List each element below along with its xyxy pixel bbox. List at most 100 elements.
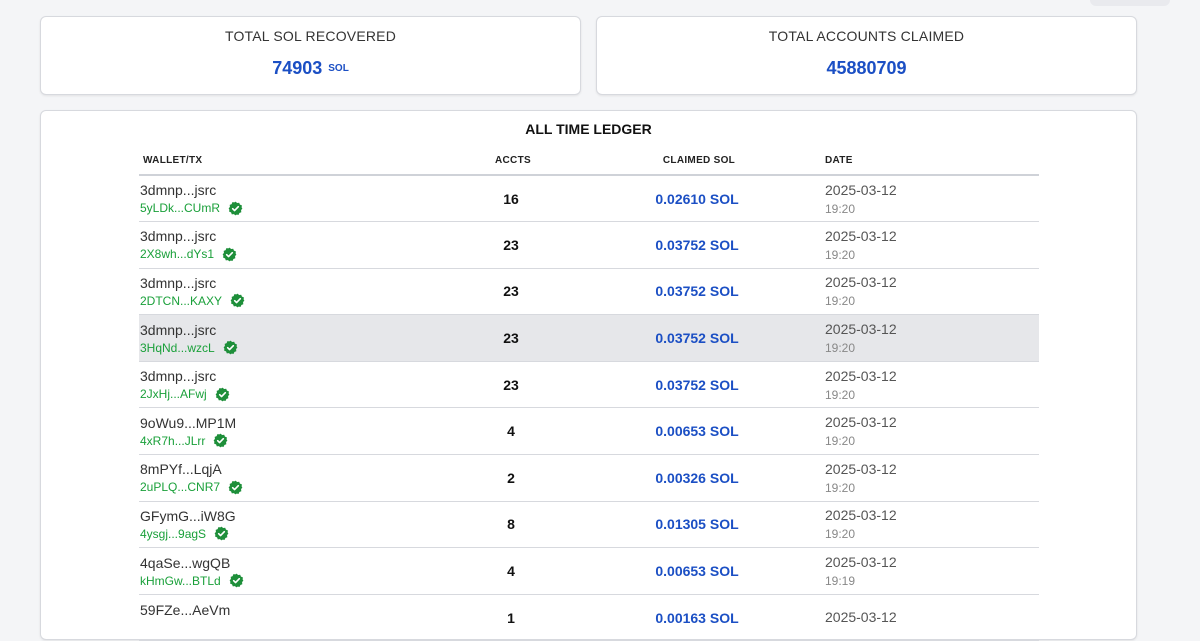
tx-line: 4ysgj...9agS (140, 526, 449, 542)
claim-time: 19:20 (825, 480, 856, 495)
stat-card-sol-recovered: TOTAL SOL RECOVERED 74903 SOL (40, 16, 581, 95)
wallet-address-link[interactable]: 3dmnp...jsrc (140, 182, 217, 199)
claim-date: 2025-03-12 (825, 507, 897, 524)
tx-line (140, 620, 449, 635)
table-row[interactable]: 3dmnp...jsrc 5yLDk...CUmR 16 0.02610 SOL… (139, 175, 1039, 223)
ledger-body: 3dmnp...jsrc 5yLDk...CUmR 16 0.02610 SOL… (139, 175, 1039, 641)
tx-line: 2X8wh...dYs1 (140, 246, 449, 262)
check-badge-icon (228, 201, 243, 215)
claimed-sol-value: 0.00653 SOL (573, 547, 821, 595)
claimed-sol-value: 0.01305 SOL (573, 501, 821, 549)
claimed-sol-value: 0.03752 SOL (573, 221, 821, 269)
tx-line: 2JxHj...AFwj (140, 386, 449, 402)
claim-date: 2025-03-12 (825, 181, 897, 198)
table-row[interactable]: 3dmnp...jsrc 2X8wh...dYs1 23 0.03752 SOL… (139, 221, 1039, 269)
tx-signature-link[interactable]: 2JxHj...AFwj (140, 387, 207, 402)
claim-date: 2025-03-12 (825, 554, 897, 571)
tx-signature-link[interactable]: kHmGw...BTLd (140, 573, 221, 588)
tx-signature-link[interactable]: 4ysgj...9agS (140, 526, 207, 541)
tx-line: 5yLDk...CUmR (140, 200, 449, 216)
tx-line: 2DTCN...KAXY (140, 293, 449, 309)
stat-value: 74903 (272, 58, 323, 78)
tx-line: 2uPLQ...CNR7 (140, 479, 449, 495)
ledger-table: WALLET/TX ACCTS CLAIMED SOL DATE 3dmnp..… (139, 155, 1039, 641)
tx-signature-link[interactable]: 4xR7h...JLrr (140, 433, 206, 448)
check-badge-icon (230, 294, 245, 308)
claimed-sol-value: 0.03752 SOL (573, 314, 821, 362)
claimed-sol-value: 0.03752 SOL (573, 361, 821, 409)
wallet-address-link[interactable]: 3dmnp...jsrc (140, 321, 217, 338)
table-row[interactable]: 3dmnp...jsrc 2DTCN...KAXY 23 0.03752 SOL… (139, 268, 1039, 316)
accts-count: 23 (449, 361, 573, 409)
stat-label: TOTAL ACCOUNTS CLAIMED (768, 28, 965, 44)
check-badge-icon (215, 387, 230, 402)
claim-time: 19:19 (825, 574, 856, 589)
tx-signature-link[interactable]: 2DTCN...KAXY (140, 293, 223, 308)
wallet-address-link[interactable]: 3dmnp...jsrc (140, 228, 217, 245)
claim-date: 2025-03-12 (825, 321, 897, 338)
ledger-card: ALL TIME LEDGER WALLET/TX ACCTS CLAIMED … (40, 110, 1137, 641)
accts-count: 23 (449, 268, 573, 316)
claim-date: 2025-03-12 (825, 608, 897, 625)
tx-signature-link[interactable]: 2X8wh...dYs1 (140, 247, 215, 262)
table-header-row: WALLET/TX ACCTS CLAIMED SOL DATE (139, 155, 1039, 176)
claim-time: 19:20 (825, 341, 856, 356)
table-row[interactable]: GFymG...iW8G 4ysgj...9agS 8 0.01305 SOL … (139, 501, 1039, 549)
accts-count: 23 (449, 221, 573, 269)
claim-date: 2025-03-12 (825, 367, 897, 384)
column-header-claimed: CLAIMED SOL (573, 155, 821, 176)
claimed-sol-value: 0.02610 SOL (573, 175, 821, 223)
claim-date: 2025-03-12 (825, 274, 897, 291)
claim-time: 19:20 (825, 201, 856, 216)
wallet-address-link[interactable]: 4qaSe...wgQB (140, 554, 231, 571)
claim-time: 19:20 (825, 434, 856, 449)
claimed-sol-value: 0.03752 SOL (573, 268, 821, 316)
tx-line: 3HqNd...wzcL (140, 340, 449, 356)
wallet-address-link[interactable]: 3dmnp...jsrc (140, 274, 217, 291)
table-row[interactable]: 59FZe...AeVm 1 0.00163 SOL 2025-03-12 (139, 594, 1039, 641)
check-badge-icon (229, 573, 244, 588)
column-header-wallet: WALLET/TX (139, 155, 449, 176)
wallet-address-link[interactable]: 3dmnp...jsrc (140, 368, 217, 385)
table-row[interactable]: 8mPYf...LqjA 2uPLQ...CNR7 2 0.00326 SOL … (139, 454, 1039, 502)
accts-count: 16 (449, 175, 573, 223)
claimed-sol-value: 0.00163 SOL (573, 594, 821, 641)
claim-date: 2025-03-12 (825, 227, 897, 244)
claim-time: 19:20 (825, 247, 856, 262)
claim-time: 19:20 (825, 294, 856, 309)
check-badge-icon (223, 340, 238, 355)
accts-count: 2 (449, 454, 573, 502)
claim-date: 2025-03-12 (825, 460, 897, 477)
column-header-accts: ACCTS (449, 155, 573, 176)
check-badge-icon (213, 433, 228, 448)
check-badge-icon (214, 527, 229, 541)
tx-signature-link[interactable]: 2uPLQ...CNR7 (140, 480, 221, 495)
tx-signature-link[interactable]: 3HqNd...wzcL (140, 340, 215, 355)
wallet-address-link[interactable]: 9oWu9...MP1M (140, 414, 237, 431)
claim-date: 2025-03-12 (825, 414, 897, 431)
wallet-address-link[interactable]: GFymG...iW8G (140, 507, 236, 524)
top-edge-tab (1090, 0, 1170, 6)
wallet-address-link[interactable]: 59FZe...AeVm (140, 601, 231, 618)
check-badge-icon (228, 480, 243, 495)
accts-count: 23 (449, 314, 573, 362)
claimed-sol-value: 0.00653 SOL (573, 407, 821, 456)
table-row[interactable]: 3dmnp...jsrc 3HqNd...wzcL 23 0.03752 SOL… (139, 314, 1039, 362)
table-row[interactable]: 4qaSe...wgQB kHmGw...BTLd 4 0.00653 SOL … (139, 547, 1039, 595)
accts-count: 1 (449, 594, 573, 641)
tx-signature-link[interactable]: 5yLDk...CUmR (140, 201, 221, 216)
wallet-address-link[interactable]: 8mPYf...LqjA (140, 461, 222, 478)
claim-time: 19:20 (825, 387, 856, 402)
check-badge-icon (222, 247, 237, 262)
accts-count: 4 (449, 407, 573, 456)
stat-card-accounts-claimed: TOTAL ACCOUNTS CLAIMED 45880709 (596, 16, 1137, 95)
stat-unit: SOL (328, 63, 349, 74)
table-row[interactable]: 9oWu9...MP1M 4xR7h...JLrr 4 0.00653 SOL … (139, 407, 1039, 456)
stat-label: TOTAL SOL RECOVERED (224, 28, 397, 44)
table-row[interactable]: 3dmnp...jsrc 2JxHj...AFwj 23 0.03752 SOL… (139, 361, 1039, 409)
tx-line: kHmGw...BTLd (140, 573, 449, 589)
stat-value: 45880709 (826, 58, 907, 78)
accts-count: 8 (449, 501, 573, 549)
tx-line: 4xR7h...JLrr (140, 433, 449, 449)
claimed-sol-value: 0.00326 SOL (573, 454, 821, 502)
